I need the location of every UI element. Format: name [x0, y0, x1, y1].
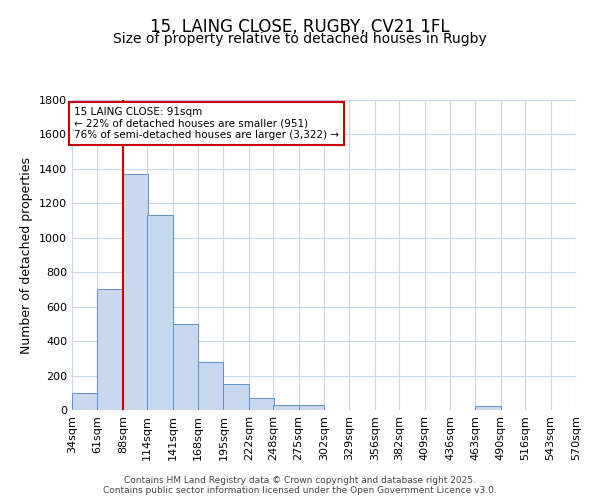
Text: 15, LAING CLOSE, RUGBY, CV21 1FL: 15, LAING CLOSE, RUGBY, CV21 1FL — [150, 18, 450, 36]
Bar — [223, 384, 249, 410]
Bar — [198, 362, 223, 410]
Text: 15 LAING CLOSE: 91sqm
← 22% of detached houses are smaller (951)
76% of semi-det: 15 LAING CLOSE: 91sqm ← 22% of detached … — [74, 107, 339, 140]
Bar — [147, 216, 173, 410]
Bar — [123, 174, 148, 410]
Bar — [72, 393, 97, 410]
Bar — [299, 405, 324, 410]
Bar — [273, 405, 299, 410]
Bar — [475, 406, 501, 410]
Text: Size of property relative to detached houses in Rugby: Size of property relative to detached ho… — [113, 32, 487, 46]
Text: Contains HM Land Registry data © Crown copyright and database right 2025.
Contai: Contains HM Land Registry data © Crown c… — [103, 476, 497, 495]
Y-axis label: Number of detached properties: Number of detached properties — [20, 156, 34, 354]
Bar — [249, 398, 274, 410]
Bar — [173, 324, 198, 410]
Bar — [97, 290, 123, 410]
